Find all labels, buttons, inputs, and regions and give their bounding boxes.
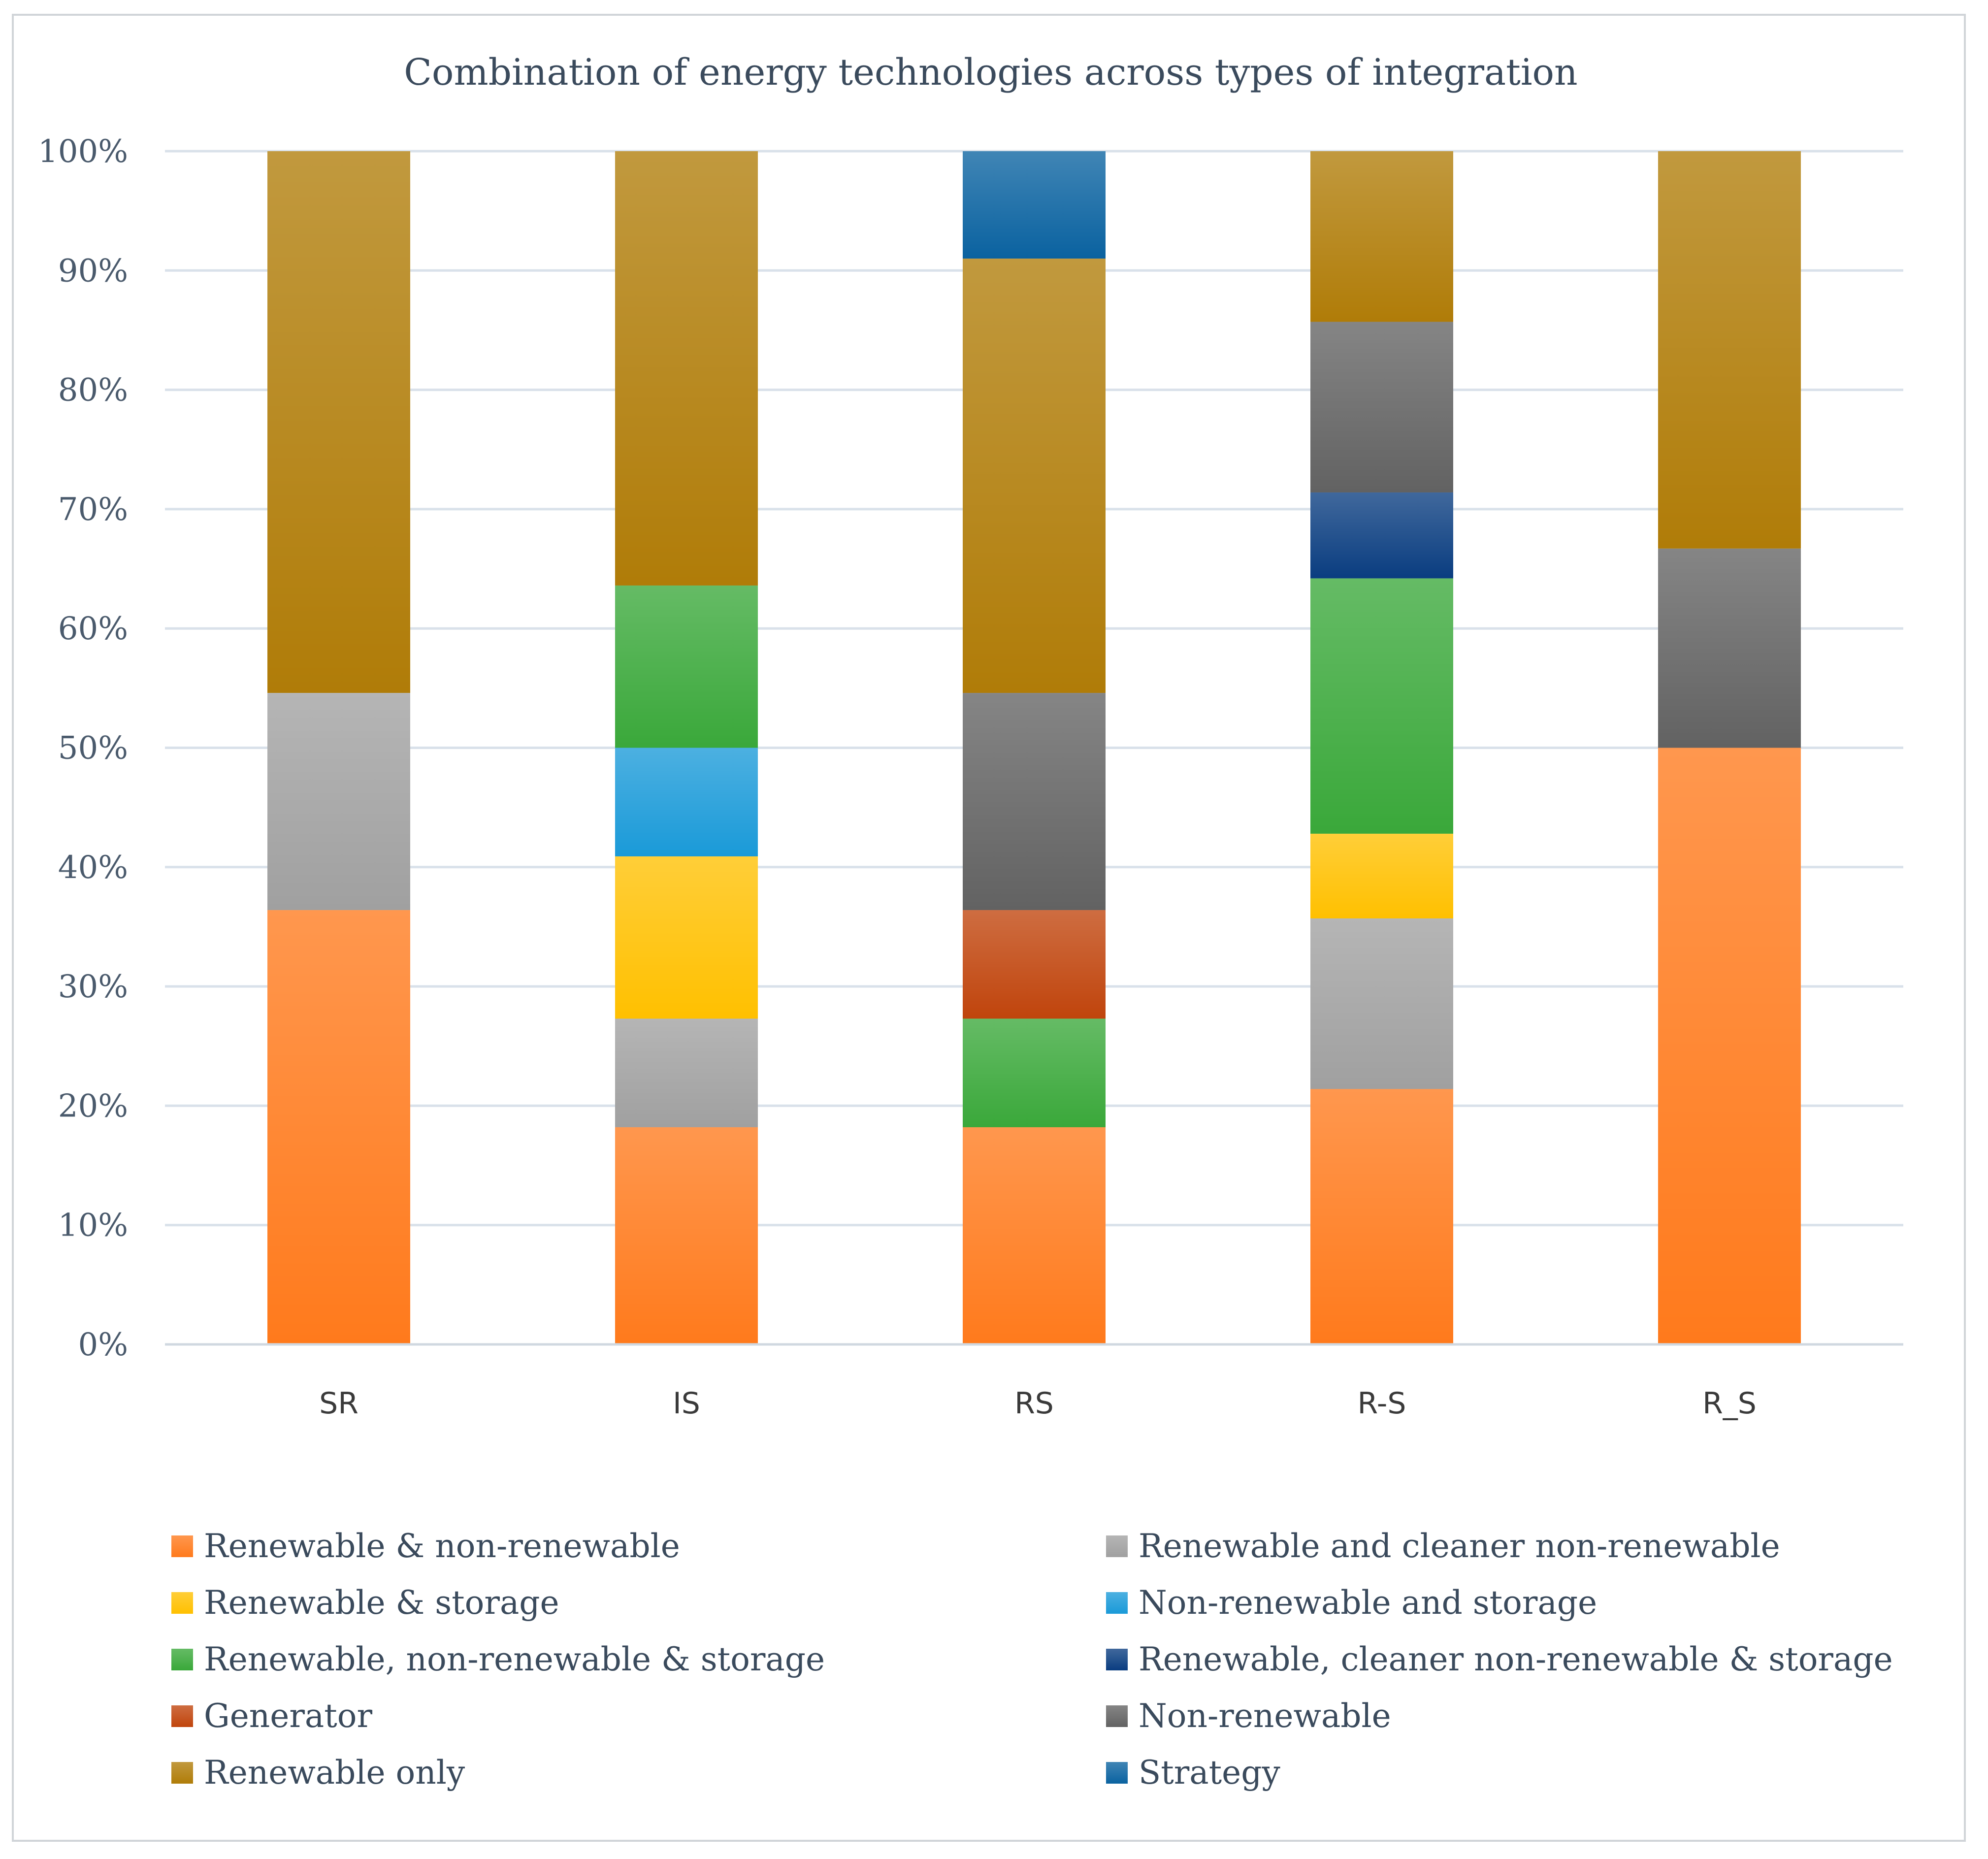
y-tick-label: 100%	[38, 133, 128, 170]
y-tick-label: 60%	[58, 611, 128, 647]
bars	[267, 151, 1801, 1344]
bar-segment	[1658, 548, 1801, 748]
bar-segment	[1658, 748, 1801, 1344]
legend-label: Non-renewable	[1139, 1697, 1391, 1735]
legend-swatch	[1106, 1535, 1128, 1557]
x-tick-label: RS	[1014, 1386, 1054, 1421]
chart-svg: Combination of energy technologies acros…	[38, 51, 1903, 1792]
y-tick-label: 90%	[58, 253, 128, 289]
bar-segment	[963, 693, 1106, 911]
bar-segment	[1310, 151, 1453, 322]
bar-segment	[615, 1018, 758, 1128]
legend-label: Renewable and cleaner non-renewable	[1139, 1527, 1780, 1565]
bar-segment	[963, 1127, 1106, 1344]
bar-segment	[1310, 833, 1453, 918]
x-tick-label: IS	[673, 1386, 700, 1421]
legend-label: Renewable & storage	[204, 1584, 559, 1622]
legend-label: Renewable, non-renewable & storage	[204, 1640, 825, 1678]
legend-label: Strategy	[1139, 1754, 1280, 1792]
legend-swatch	[1106, 1762, 1128, 1784]
legend-swatch	[171, 1649, 193, 1670]
y-tick-label: 10%	[58, 1207, 128, 1244]
bar-segment	[615, 1127, 758, 1344]
x-axis-ticks: SR IS RS R-S R_S	[319, 1386, 1757, 1421]
legend: Renewable & non-renewable Renewable and c…	[171, 1527, 1893, 1792]
chart-frame: Combination of energy technologies acros…	[12, 14, 1966, 1842]
bar-segment	[1658, 151, 1801, 549]
legend-label: Renewable & non-renewable	[204, 1527, 680, 1565]
bar-segment	[267, 910, 410, 1344]
y-tick-label: 80%	[58, 372, 128, 409]
x-tick-label: R_S	[1702, 1386, 1757, 1421]
bar-segment	[963, 1018, 1106, 1128]
chart-title: Combination of energy technologies acros…	[404, 51, 1577, 94]
y-tick-label: 40%	[58, 849, 128, 886]
legend-swatch	[1106, 1705, 1128, 1727]
legend-label: Non-renewable and storage	[1139, 1584, 1597, 1622]
bar-segment	[963, 151, 1106, 259]
bar-segment	[615, 585, 758, 748]
y-tick-label: 50%	[58, 730, 128, 767]
y-tick-label: 30%	[58, 969, 128, 1005]
legend-swatch	[1106, 1649, 1128, 1670]
legend-label: Renewable only	[204, 1754, 465, 1792]
y-tick-label: 0%	[78, 1327, 128, 1363]
legend-swatch	[171, 1535, 193, 1557]
x-tick-label: SR	[319, 1386, 358, 1421]
bar-segment	[615, 748, 758, 856]
legend-swatch	[171, 1705, 193, 1727]
legend-swatch	[171, 1592, 193, 1614]
bar-segment	[267, 693, 410, 911]
bar-segment	[1310, 492, 1453, 579]
bar-segment	[1310, 1089, 1453, 1344]
legend-label: Generator	[204, 1697, 373, 1735]
bar-segment	[267, 151, 410, 693]
bar-segment	[1310, 322, 1453, 492]
y-tick-label: 20%	[58, 1088, 128, 1124]
y-axis-ticks: 0% 10% 20% 30% 40% 50% 60% 70% 80% 90% 100%	[38, 133, 128, 1363]
y-tick-label: 70%	[58, 491, 128, 528]
bar-segment	[1310, 918, 1453, 1089]
bar-segment	[615, 151, 758, 586]
legend-label: Renewable, cleaner non-renewable & stora…	[1139, 1640, 1893, 1678]
bar-segment	[963, 910, 1106, 1019]
bar-segment	[963, 259, 1106, 693]
bar-segment	[1310, 578, 1453, 834]
legend-swatch	[1106, 1592, 1128, 1614]
bar-segment	[615, 856, 758, 1019]
x-tick-label: R-S	[1358, 1386, 1406, 1421]
legend-swatch	[171, 1762, 193, 1784]
